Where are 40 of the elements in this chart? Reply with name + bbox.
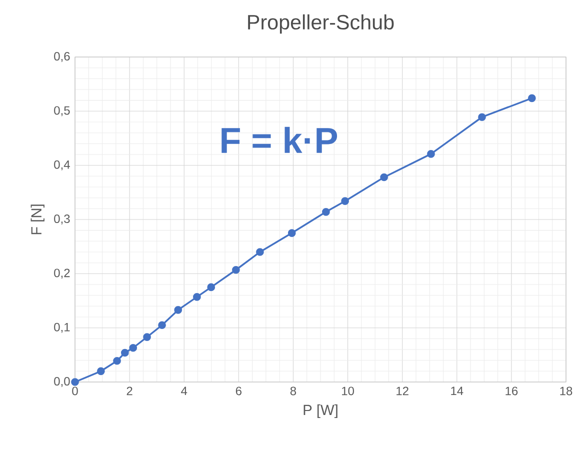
point (158, 321, 166, 330)
y-tick-label: 0,2 (54, 268, 70, 279)
point (113, 356, 121, 365)
y-tick-label: 0,0 (54, 377, 70, 387)
x-tick-label: 18 (560, 386, 572, 396)
y-tick-label: 0,5 (54, 106, 70, 116)
x-tick-label: 6 (236, 386, 242, 396)
x-tick-label: 8 (290, 386, 296, 396)
point (207, 283, 216, 292)
point (341, 197, 349, 206)
point (427, 150, 435, 158)
y-tick-label: 0,3 (54, 214, 70, 224)
y-tick-label: 0,1 (54, 322, 70, 333)
x-tick-label: 2 (126, 386, 132, 396)
point (143, 333, 151, 341)
point (288, 229, 296, 237)
point (380, 173, 388, 182)
y-tick-label: 0,4 (54, 160, 70, 170)
y-axis-title: F [N] (30, 204, 44, 234)
chart-title: Propeller-Schub (248, 14, 394, 34)
point (478, 113, 486, 122)
point (174, 306, 182, 314)
annotation: F = k·P (222, 126, 338, 153)
x-tick-label: 14 (451, 386, 464, 395)
x-axis-title: P [W] (304, 404, 338, 418)
point (192, 293, 201, 301)
point (322, 208, 330, 216)
x-tick-label: 16 (506, 386, 518, 396)
point (120, 348, 129, 357)
x-tick-label: 10 (342, 386, 354, 396)
y-tick-label: 0,6 (54, 52, 70, 62)
x-tick-label: 0 (72, 386, 78, 396)
point (232, 266, 240, 274)
point (256, 248, 264, 256)
point (129, 344, 138, 352)
x-tick-label: 12 (396, 386, 408, 396)
point (71, 378, 79, 386)
point (528, 94, 536, 102)
point (96, 367, 105, 376)
x-tick-label: 4 (181, 386, 188, 395)
